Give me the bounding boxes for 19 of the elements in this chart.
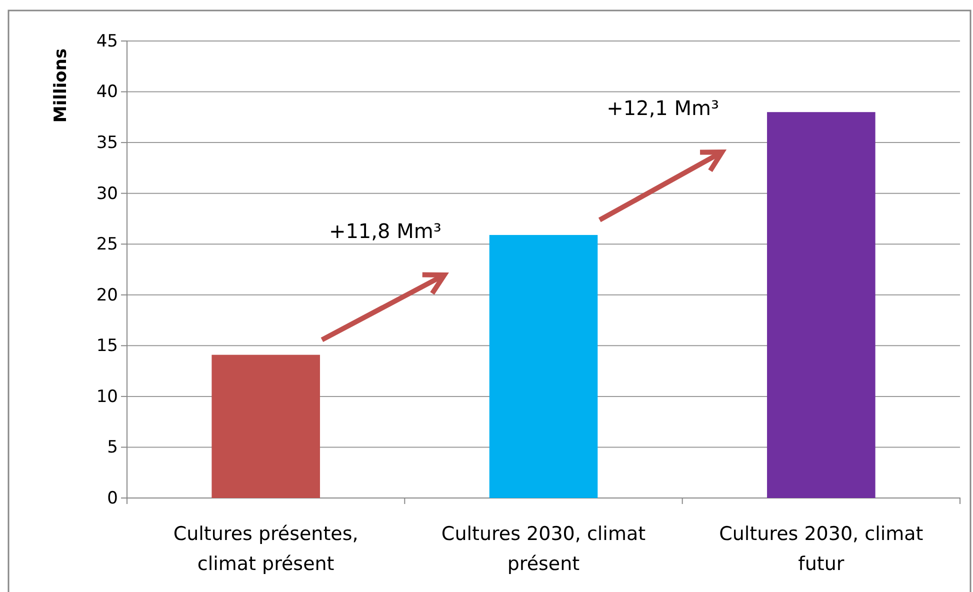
bar: [212, 354, 320, 498]
y-tick-label: 15: [96, 336, 118, 356]
y-axis-title: Millions: [51, 48, 71, 123]
y-tick-label: 20: [96, 285, 118, 306]
x-tick-label: Cultures présentes, climat présent: [173, 523, 358, 575]
y-tick-label: 45: [96, 31, 118, 52]
y-tick-label: 35: [96, 132, 118, 153]
y-tick-label: 25: [96, 234, 118, 255]
annotation: +12,1 Mm³: [606, 96, 720, 120]
y-tick-label: 10: [96, 386, 118, 407]
y-tick-label: 0: [107, 488, 118, 508]
y-tick-label: 30: [96, 184, 118, 204]
y-tick-label: 5: [107, 438, 118, 458]
x-tick-label: Cultures 2030, climat présent: [441, 523, 646, 575]
x-tick-label: Cultures 2030, climat futur: [719, 523, 924, 575]
bar: [767, 112, 876, 498]
annotation: +11,8 Mm³: [328, 218, 442, 243]
y-tick-label: 40: [96, 82, 118, 102]
bar: [489, 234, 598, 498]
